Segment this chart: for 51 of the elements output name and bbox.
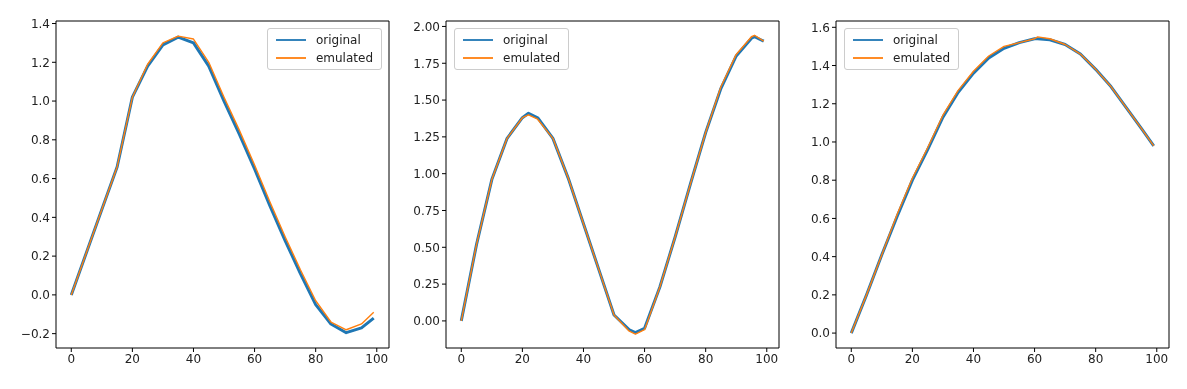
x-tick-label: 100 [1145, 351, 1169, 366]
x-tick-label: 0 [847, 351, 856, 366]
legend-label: emulated [315, 50, 373, 67]
y-tick-label: 1.4 [810, 58, 830, 73]
x-tick-label: 60 [1026, 351, 1043, 366]
y-tick-label: 0.25 [413, 277, 440, 292]
legend-label: original [503, 32, 548, 49]
y-tick-label: 1.6 [810, 20, 830, 35]
x-tick-label: 0 [67, 351, 76, 366]
y-tick-label: 0.0 [30, 288, 50, 303]
y-tick-label: 0.4 [810, 249, 830, 264]
y-tick-label: 0.4 [30, 210, 50, 225]
y-tick-label: −0.2 [20, 326, 50, 341]
y-tick-label: 1.2 [810, 97, 830, 112]
y-tick-label: 1.25 [413, 130, 440, 145]
y-tick-label: 0.0 [810, 326, 830, 341]
legend-label: emulated [503, 50, 561, 67]
x-tick-label: 0 [457, 351, 466, 366]
x-tick-label: 60 [246, 351, 263, 366]
x-tick-label: 20 [514, 351, 531, 366]
x-tick-label: 40 [185, 351, 202, 366]
x-tick-label: 60 [636, 351, 653, 366]
y-tick-label: 0.00 [413, 314, 440, 329]
y-tick-label: 1.75 [413, 56, 440, 71]
y-tick-label: 2.00 [413, 19, 440, 34]
x-tick-label: 80 [698, 351, 714, 366]
x-tick-label: 40 [575, 351, 592, 366]
legend-label: original [315, 32, 361, 49]
y-tick-label: 1.2 [30, 55, 50, 70]
x-tick-label: 100 [365, 351, 389, 366]
y-tick-label: 0.8 [810, 173, 830, 188]
x-tick-label: 100 [755, 351, 779, 366]
y-tick-label: 0.50 [413, 240, 440, 255]
y-tick-label: 1.4 [30, 16, 50, 31]
y-tick-label: 0.8 [30, 133, 50, 148]
y-tick-label: 0.75 [413, 203, 440, 218]
x-tick-label: 20 [124, 351, 141, 366]
y-tick-label: 0.6 [30, 171, 50, 186]
legend-label: emulated [893, 50, 951, 67]
y-tick-label: 0.2 [810, 288, 830, 303]
y-tick-label: 1.50 [413, 93, 440, 108]
x-tick-label: 80 [308, 351, 324, 366]
x-tick-label: 40 [965, 351, 982, 366]
x-tick-label: 80 [1088, 351, 1104, 366]
x-tick-label: 20 [904, 351, 921, 366]
y-tick-label: 1.0 [810, 135, 830, 150]
y-tick-label: 0.2 [30, 249, 50, 264]
y-tick-label: 1.00 [413, 166, 440, 181]
y-tick-label: 0.6 [810, 211, 830, 226]
legend-label: original [893, 32, 938, 49]
y-tick-label: 1.0 [30, 94, 50, 109]
